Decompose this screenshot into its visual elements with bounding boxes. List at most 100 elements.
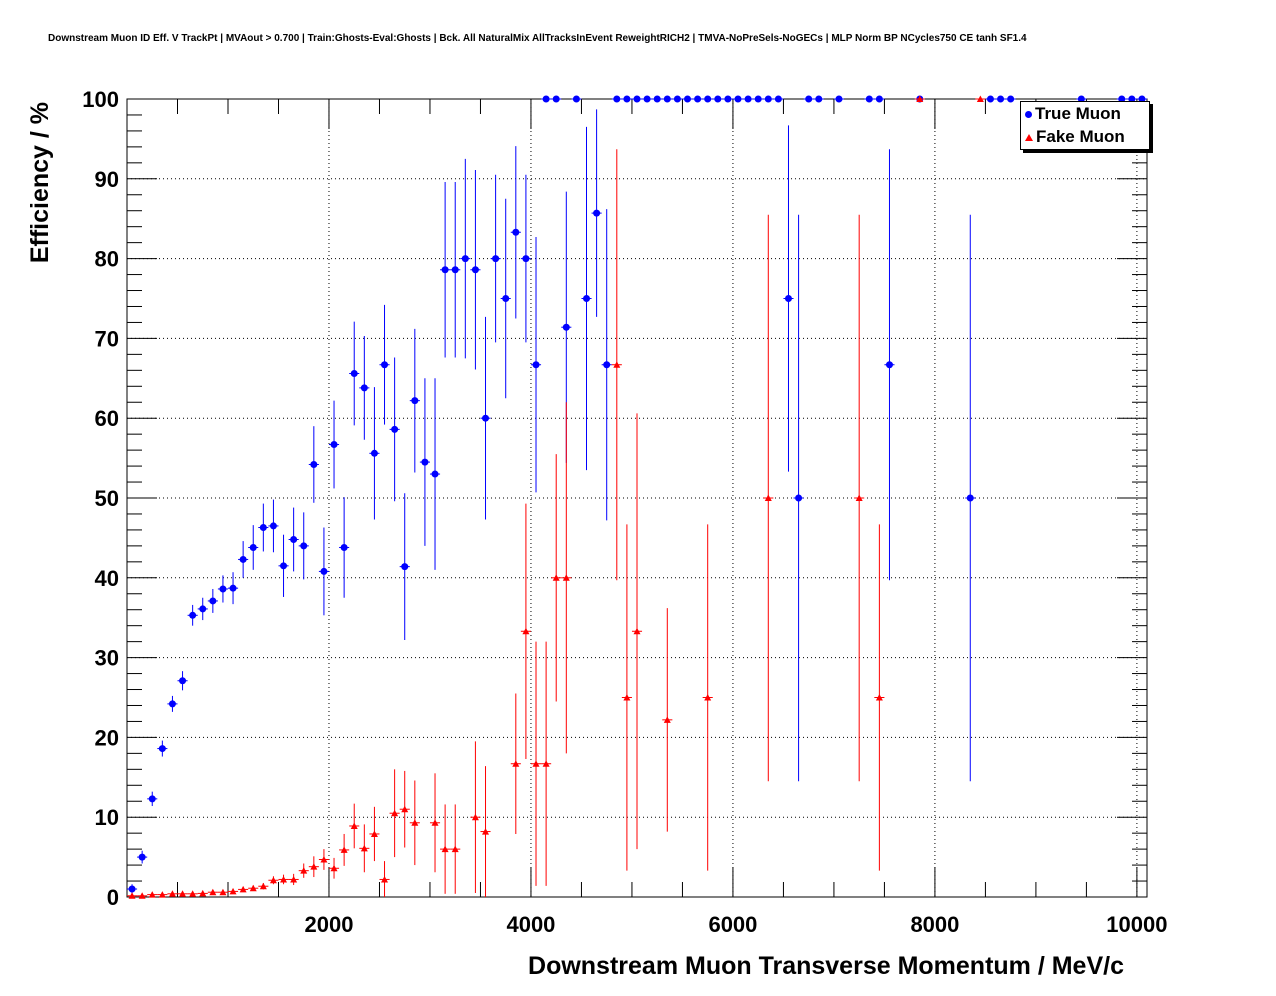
data-point <box>702 524 713 871</box>
data-point <box>611 95 622 103</box>
circle-marker <box>885 361 893 369</box>
data-point <box>520 503 531 759</box>
data-point <box>530 237 542 493</box>
data-point <box>157 740 168 757</box>
data-point <box>429 378 441 570</box>
circle-marker <box>300 542 308 550</box>
data-point <box>783 125 794 472</box>
data-point <box>652 95 663 103</box>
triangle-marker <box>199 889 207 897</box>
circle-marker <box>189 611 197 619</box>
data-point <box>985 95 996 103</box>
data-point <box>1136 95 1147 103</box>
data-point <box>591 109 602 317</box>
circle-marker <box>451 266 459 274</box>
data-point <box>874 95 885 103</box>
data-point <box>328 857 340 879</box>
triangle-marker <box>209 888 217 896</box>
triangle-marker <box>471 813 479 821</box>
legend-entry-fake-muon: Fake Muon <box>1025 126 1125 148</box>
data-point <box>258 503 269 552</box>
data-point <box>298 512 309 580</box>
data-point <box>480 316 491 520</box>
circle-marker <box>370 449 378 457</box>
triangle-marker <box>875 694 883 701</box>
data-point <box>318 849 329 870</box>
data-point <box>187 890 198 897</box>
data-point <box>399 493 410 641</box>
y-axis-label: Efficiency / % <box>26 102 54 263</box>
circle-marker <box>381 361 389 369</box>
data-point <box>207 888 218 896</box>
triangle-marker <box>280 875 288 883</box>
chart-title: Downstream Muon ID Eff. V TrackPt | MVAo… <box>48 33 1027 44</box>
triangle-marker <box>158 891 166 898</box>
triangle-marker <box>704 694 712 701</box>
data-point <box>147 891 158 898</box>
circle-marker <box>875 95 883 103</box>
data-point <box>268 499 279 553</box>
triangle-marker <box>138 892 146 899</box>
data-point <box>339 833 350 866</box>
data-point <box>227 887 239 895</box>
triangle-marker <box>269 876 277 884</box>
circle-marker <box>552 95 560 103</box>
data-point <box>621 524 632 871</box>
circle-marker <box>441 266 449 274</box>
circle-marker <box>966 494 974 502</box>
circle-marker-icon <box>1025 110 1032 118</box>
x-axis-label: Downstream Muon Transverse Momentum / Me… <box>528 952 1124 980</box>
data-point <box>500 198 511 399</box>
triangle-marker <box>512 760 520 767</box>
circle-marker <box>269 522 277 530</box>
triangle-marker <box>441 845 449 853</box>
x-tick-label: 6000 <box>708 912 757 937</box>
data-point <box>551 95 562 103</box>
data-point <box>773 95 784 103</box>
circle-marker <box>492 255 500 263</box>
circle-marker <box>583 295 591 302</box>
data-point <box>389 769 400 858</box>
y-tick-label: 0 <box>107 885 119 910</box>
x-tick-label: 10000 <box>1106 912 1167 937</box>
circle-marker <box>391 425 399 433</box>
triangle-marker <box>370 830 378 837</box>
data-point <box>399 770 410 848</box>
data-point <box>682 95 693 103</box>
triangle-marker <box>522 627 530 635</box>
data-point <box>803 95 814 103</box>
data-point <box>864 95 875 103</box>
data-series <box>127 95 1147 899</box>
data-point <box>450 804 461 894</box>
data-point <box>854 214 865 782</box>
triangle-marker <box>623 694 631 701</box>
circle-marker <box>1138 95 1146 103</box>
triangle-marker <box>663 716 671 723</box>
circle-marker <box>774 95 782 103</box>
y-tick-label: 60 <box>95 406 119 431</box>
circle-marker <box>512 228 520 236</box>
data-point <box>631 95 643 103</box>
triangle-marker <box>330 864 338 872</box>
axes: 0 10 20 30 40 50 60 70 80 90 100 2000 4000 6000 8000 10… <box>82 87 1167 937</box>
circle-marker <box>259 524 267 532</box>
data-point <box>722 95 733 103</box>
data-point <box>369 806 380 862</box>
triangle-marker <box>219 888 227 896</box>
data-point <box>429 773 441 873</box>
y-tick-label: 100 <box>82 87 119 112</box>
data-point <box>167 695 178 712</box>
triangle-marker <box>764 494 772 501</box>
data-point <box>349 321 360 426</box>
circle-marker <box>219 585 227 593</box>
y-tick-label: 40 <box>95 566 119 591</box>
y-tick-label: 20 <box>95 725 119 750</box>
data-point <box>793 214 804 782</box>
circle-marker <box>734 95 742 103</box>
y-tick-label: 90 <box>95 167 119 192</box>
circle-marker <box>673 95 681 103</box>
data-point <box>763 214 774 782</box>
data-point <box>581 126 592 471</box>
circle-marker <box>724 95 732 103</box>
circle-marker <box>532 361 540 369</box>
